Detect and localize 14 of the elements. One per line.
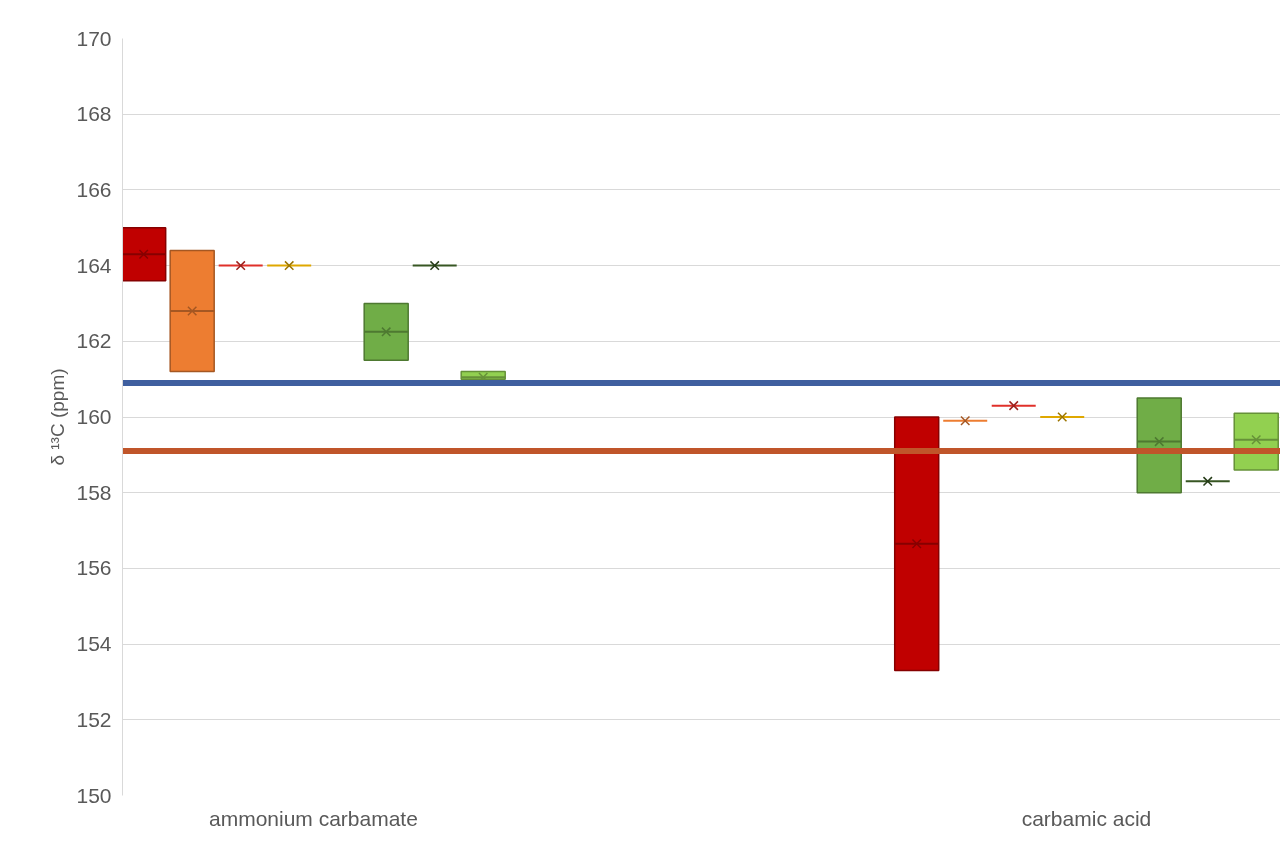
y-tick-label: 170 [76, 26, 112, 50]
y-tick-label: 156 [76, 556, 112, 580]
y-axis-title: δ ¹³C (ppm) [47, 368, 69, 466]
y-tick-label: 158 [76, 480, 112, 504]
y-tick-label: 166 [76, 177, 112, 201]
y-tick-label: 162 [76, 329, 112, 353]
y-tick-label: 160 [76, 405, 112, 428]
y-tick-label: 150 [76, 783, 112, 807]
y-tick-label: 152 [76, 707, 112, 731]
x-tick-label: ammonium carbamate [208, 806, 418, 830]
y-tick-label: 164 [76, 253, 112, 277]
y-tick-label: 168 [76, 102, 112, 126]
x-tick-label: carbamic acid [1021, 806, 1152, 830]
y-tick-label: 154 [76, 632, 112, 656]
